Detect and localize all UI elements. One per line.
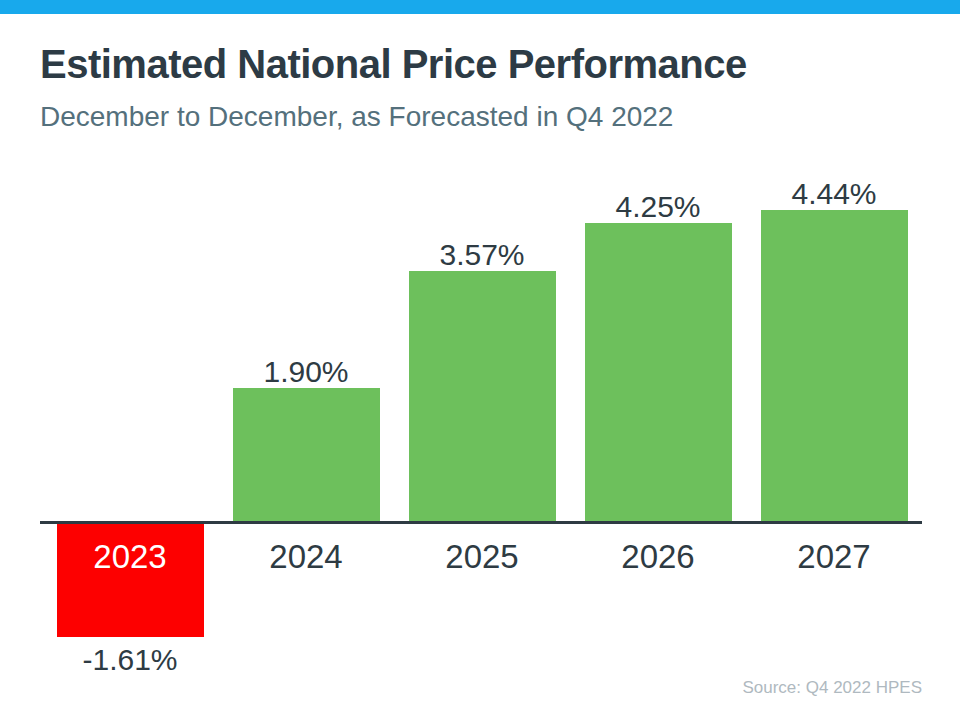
bar-value-label: 4.44% (746, 179, 922, 209)
bar-2027 (761, 210, 908, 521)
source-note: Source: Q4 2022 HPES (742, 679, 922, 696)
bar-value-label: 1.90% (218, 357, 394, 387)
bar-category-label: 2027 (746, 540, 922, 573)
bar-value-label: 4.25% (570, 192, 746, 222)
bar-category-label: 2024 (218, 540, 394, 573)
bar-2025 (409, 271, 556, 521)
bar-category-label: 2026 (570, 540, 746, 573)
bar-value-label: -1.61% (42, 645, 218, 675)
bar-chart: -1.61% 2023 1.90% 2024 3.57% 2025 4.25% 2026 4.4… (0, 0, 960, 720)
slide: Estimated National Price Performance Dec… (0, 0, 960, 720)
bar-category-label: 2025 (394, 540, 570, 573)
bar-value-label: 3.57% (394, 240, 570, 270)
bar-2026 (585, 223, 732, 521)
bar-2024 (233, 388, 380, 521)
bar-category-label: 2023 (42, 540, 218, 573)
